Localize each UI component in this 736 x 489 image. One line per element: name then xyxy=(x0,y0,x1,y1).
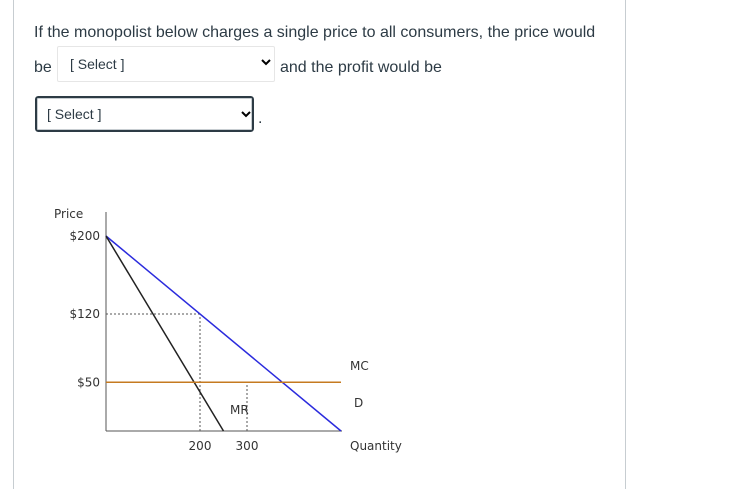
profit-select[interactable]: [ Select ] xyxy=(34,95,255,133)
question-frame xyxy=(13,0,626,489)
series-label-mr: MR xyxy=(230,403,249,417)
y-tick-label: $200 xyxy=(69,229,100,243)
series-line-d xyxy=(105,235,342,432)
question-text-be: be xyxy=(34,59,52,76)
y-tick-label: $120 xyxy=(69,307,100,321)
chevron-down-icon xyxy=(261,59,271,66)
series-labels: D MR MC xyxy=(230,359,369,417)
question-text-line1: If the monopolist below charges a single… xyxy=(34,24,596,41)
chevron-down-icon xyxy=(241,111,251,118)
series-label-mc: MC xyxy=(350,359,369,373)
profit-select-value: [ Select ] xyxy=(47,106,102,122)
y-tick-labels: $200 $120 $50 xyxy=(69,229,100,389)
chart-lines xyxy=(105,235,342,432)
x-tick-label: 300 xyxy=(236,439,259,453)
chart-guides xyxy=(106,313,248,431)
price-select-value: [ Select ] xyxy=(70,56,125,72)
series-label-d: D xyxy=(354,396,363,410)
price-select[interactable]: [ Select ] xyxy=(57,46,275,82)
x-axis-label: Quantity xyxy=(350,439,402,453)
sentence-period: . xyxy=(258,110,263,127)
x-tick-label: 200 xyxy=(189,439,212,453)
question-text-profit: and the profit would be xyxy=(280,59,442,76)
y-tick-label: $50 xyxy=(77,375,100,389)
series-line-mr xyxy=(105,235,225,432)
x-tick-labels: 200 300 xyxy=(189,439,259,453)
y-axis-label: Price xyxy=(54,207,83,221)
